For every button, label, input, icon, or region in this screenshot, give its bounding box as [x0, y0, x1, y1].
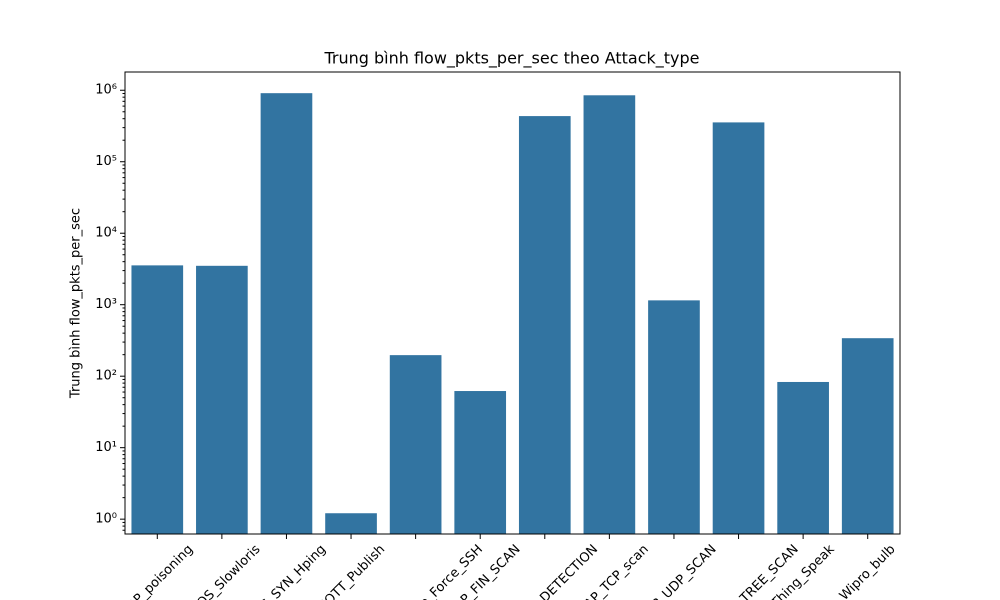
- plot-frame: [124, 71, 901, 535]
- bar: [260, 93, 313, 535]
- y-tick-label: 10⁴: [95, 226, 117, 241]
- bar: [712, 122, 765, 535]
- y-tick-label: 10³: [95, 297, 117, 312]
- x-tick-label: ARP_poisoning: [118, 542, 196, 600]
- bar: [777, 381, 829, 534]
- y-tick-label: 10⁶: [95, 83, 117, 98]
- y-tick-label: 10¹: [95, 440, 117, 455]
- bar: [131, 265, 184, 534]
- bar: [518, 116, 571, 534]
- bar: [841, 338, 894, 534]
- x-tick-label: Wipro_bulb: [837, 542, 899, 600]
- chart-title: Trung bình flow_pkts_per_sec theo Attack…: [323, 49, 699, 69]
- bar: [325, 513, 377, 534]
- bar: [454, 391, 507, 534]
- bar: [583, 95, 636, 534]
- y-axis-label: Trung bình flow_pkts_per_sec: [69, 208, 84, 399]
- bar: [648, 300, 700, 534]
- bar: [196, 265, 248, 534]
- y-tick-label: 10⁰: [95, 512, 117, 527]
- y-tick-label: 10²: [95, 369, 117, 384]
- bar: [389, 355, 442, 534]
- y-tick-label: 10⁵: [95, 154, 117, 169]
